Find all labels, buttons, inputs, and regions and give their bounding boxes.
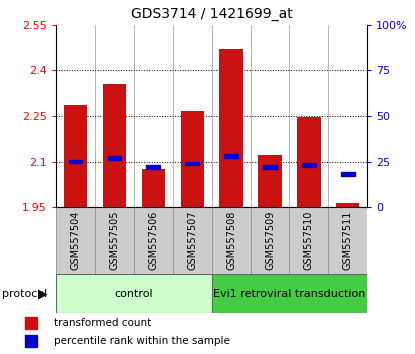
Text: Evi1 retroviral transduction: Evi1 retroviral transduction <box>213 289 366 299</box>
Bar <box>181 112 204 207</box>
Bar <box>64 105 87 207</box>
Bar <box>173 207 212 274</box>
Bar <box>95 207 134 274</box>
Text: control: control <box>115 289 153 299</box>
Bar <box>107 156 121 160</box>
Text: GSM557506: GSM557506 <box>148 211 158 270</box>
Bar <box>25 335 37 347</box>
Bar <box>289 207 328 274</box>
Bar <box>263 165 277 169</box>
Bar <box>302 163 316 167</box>
Text: percentile rank within the sample: percentile rank within the sample <box>54 336 230 346</box>
Bar <box>258 155 282 207</box>
Text: GSM557509: GSM557509 <box>265 211 275 270</box>
Bar <box>186 161 199 165</box>
Bar <box>341 172 355 176</box>
Bar <box>220 49 243 207</box>
Text: GSM557505: GSM557505 <box>110 211 120 270</box>
Title: GDS3714 / 1421699_at: GDS3714 / 1421699_at <box>131 7 293 21</box>
Text: GSM557507: GSM557507 <box>187 211 197 270</box>
Text: GSM557511: GSM557511 <box>343 211 353 270</box>
Bar <box>251 207 289 274</box>
Bar <box>56 207 95 274</box>
Text: GSM557510: GSM557510 <box>304 211 314 270</box>
Bar <box>297 118 320 207</box>
Text: protocol: protocol <box>2 289 47 299</box>
Bar <box>212 274 367 313</box>
Bar <box>212 207 251 274</box>
Text: transformed count: transformed count <box>54 318 151 328</box>
Text: GSM557508: GSM557508 <box>226 211 236 270</box>
Bar <box>134 207 173 274</box>
Bar <box>68 160 82 163</box>
Bar <box>25 317 37 329</box>
Bar <box>336 202 359 207</box>
Bar <box>103 84 126 207</box>
Bar <box>328 207 367 274</box>
Bar <box>224 154 238 158</box>
Bar <box>146 165 160 169</box>
Text: ▶: ▶ <box>38 287 48 300</box>
Text: GSM557504: GSM557504 <box>71 211 81 270</box>
Bar <box>56 274 212 313</box>
Bar <box>142 169 165 207</box>
